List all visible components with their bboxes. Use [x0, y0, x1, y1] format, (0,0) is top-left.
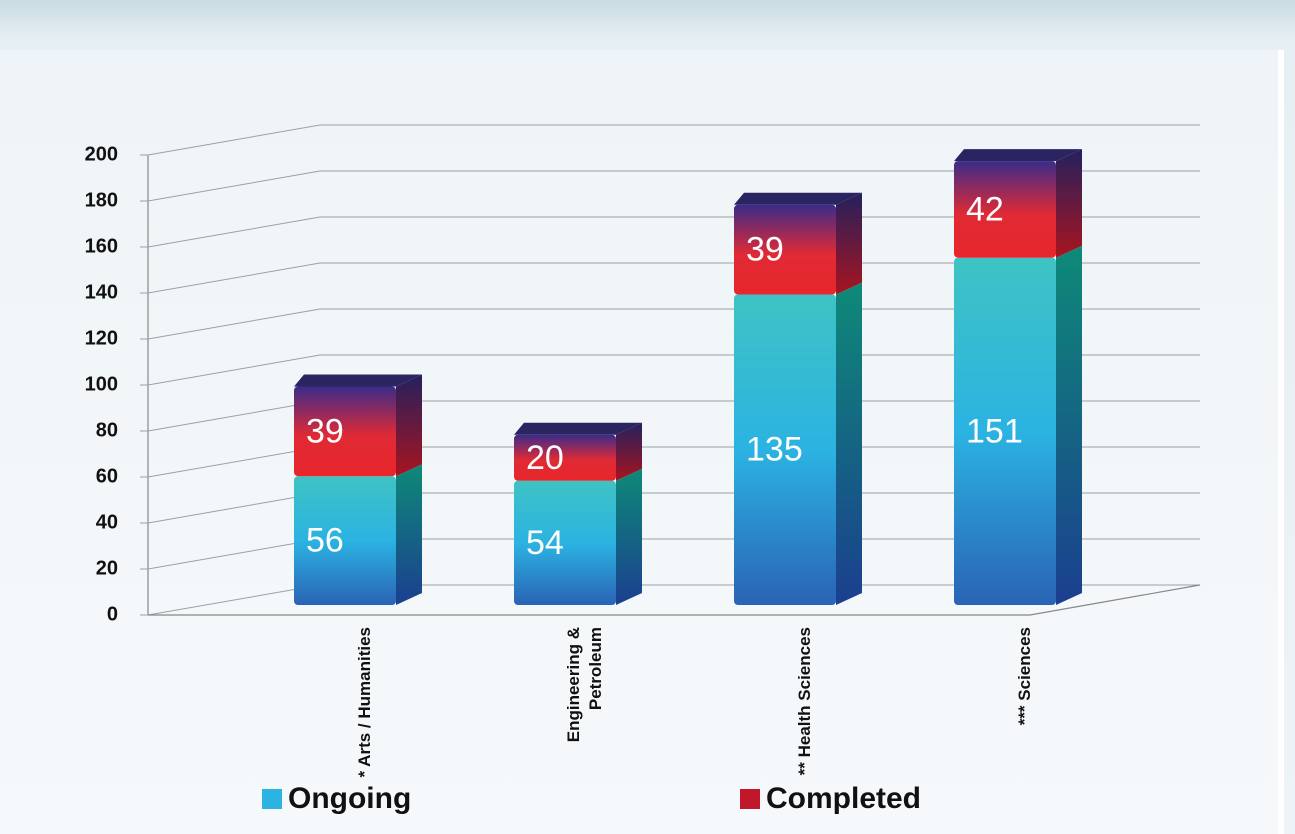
bar-side [1056, 245, 1082, 605]
bar-side [616, 468, 642, 605]
bar-side [1056, 149, 1082, 258]
legend-label: Ongoing [288, 782, 412, 815]
legend-swatch [262, 789, 282, 809]
floor-edge [148, 584, 1201, 616]
y-tick-label: 40 [96, 511, 118, 533]
bar-segment [954, 257, 1056, 605]
bar-segment [954, 161, 1056, 258]
bar-segment [294, 476, 396, 605]
bar-segment [734, 204, 836, 295]
bar-top [514, 422, 642, 435]
grid-line [140, 170, 1200, 202]
value-label: 151 [966, 412, 1023, 450]
x-tick-label: * Arts / Humanities [355, 627, 374, 778]
legend-item: Completed [740, 782, 921, 816]
y-tick-label: 80 [96, 419, 118, 441]
legend-item: Ongoing [262, 782, 411, 816]
bar-side [396, 374, 422, 477]
value-label: 54 [526, 524, 564, 562]
value-label: 39 [306, 412, 344, 450]
value-label: 20 [526, 439, 564, 477]
legend-swatch [740, 789, 760, 809]
bar-segment [294, 386, 396, 477]
bar-side [836, 282, 862, 605]
y-tick-label: 60 [96, 465, 118, 487]
bar-segment [734, 294, 836, 605]
y-tick-label: 120 [85, 327, 118, 349]
y-tick-label: 100 [85, 373, 118, 395]
bar-top [734, 192, 862, 205]
value-label: 39 [746, 231, 784, 269]
bar-segment [514, 480, 616, 605]
x-tick-label: ** Health Sciences [795, 627, 814, 776]
value-label: 42 [966, 190, 1004, 228]
y-tick-label: 160 [85, 235, 118, 257]
x-tick-label: *** Sciences [1015, 627, 1034, 726]
bar-segment [514, 434, 616, 481]
legend-label: Completed [766, 782, 922, 815]
bar-top [954, 149, 1082, 162]
y-tick-label: 140 [85, 281, 118, 303]
y-tick-label: 20 [96, 557, 118, 579]
bar-top [294, 374, 422, 387]
bar-side [396, 464, 422, 605]
value-label: 56 [306, 522, 344, 560]
bar-side [836, 192, 862, 295]
x-tick-label: Engineering & Petroleum [564, 627, 605, 743]
value-label: 135 [746, 431, 803, 469]
bar-side [616, 422, 642, 481]
y-tick-label: 0 [107, 603, 118, 625]
grid-line [140, 124, 1200, 156]
y-tick-label: 200 [85, 143, 118, 165]
y-tick-label: 180 [85, 189, 118, 211]
